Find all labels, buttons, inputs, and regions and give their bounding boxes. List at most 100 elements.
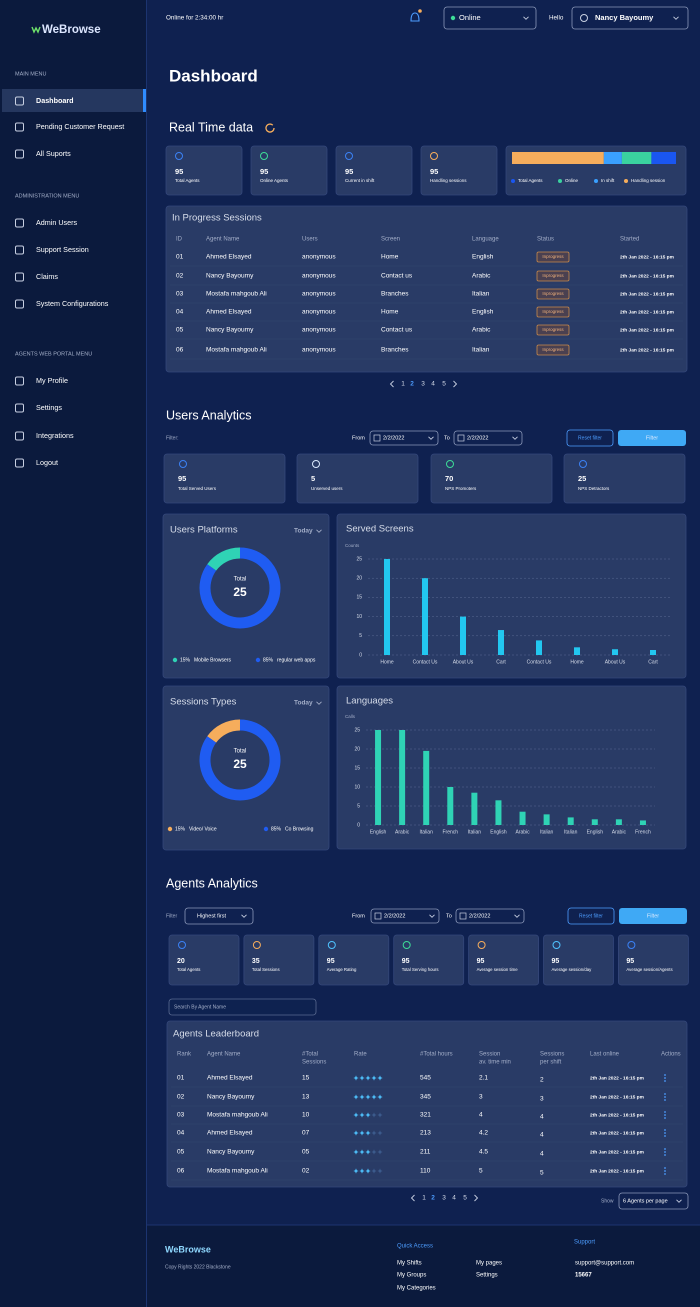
actions-dot[interactable] — [664, 1167, 666, 1169]
page-number[interactable]: 5 — [442, 381, 446, 388]
period-dropdown[interactable]: Today — [294, 700, 313, 707]
rating-star — [359, 1075, 365, 1081]
bar — [498, 630, 504, 655]
page-number[interactable]: 3 — [442, 1195, 446, 1202]
actions-dot[interactable] — [664, 1080, 666, 1082]
page-number[interactable]: 4 — [452, 1195, 456, 1202]
icon — [552, 941, 561, 949]
axis-label: Calls — [345, 714, 356, 719]
card-title: Served Screens — [346, 524, 414, 535]
menu-item[interactable]: Dashboard — [36, 96, 74, 105]
actions-dot[interactable] — [664, 1096, 666, 1098]
footer-link[interactable]: My pages — [476, 1261, 502, 1267]
stat-value: 95 — [552, 958, 560, 965]
date-picker[interactable] — [453, 430, 523, 446]
actions-dot[interactable] — [664, 1129, 666, 1131]
user-dropdown[interactable] — [571, 6, 689, 30]
status-text: Inprogress — [542, 273, 564, 278]
refresh-icon[interactable] — [265, 123, 275, 133]
pager-prev[interactable] — [410, 1194, 415, 1202]
logo: WeBrowse — [42, 24, 101, 36]
rating-star — [371, 1112, 377, 1118]
actions-dot[interactable] — [664, 1173, 666, 1175]
footer-link[interactable]: Settings — [476, 1273, 498, 1279]
rating-star — [365, 1149, 371, 1155]
menu-item[interactable]: Integrations — [36, 431, 74, 440]
actions-dot[interactable] — [664, 1170, 666, 1172]
page-size-dropdown[interactable] — [618, 1192, 689, 1210]
icon — [580, 14, 588, 22]
page-number[interactable]: 5 — [463, 1195, 467, 1202]
axis-label: Counts — [345, 543, 360, 548]
cell: 02 — [177, 1094, 185, 1101]
actions-dot[interactable] — [664, 1077, 666, 1079]
card-title: Sessions Types — [170, 697, 237, 708]
page-number[interactable]: 1 — [422, 1195, 426, 1202]
actions-dot[interactable] — [664, 1154, 666, 1156]
actions-dot[interactable] — [664, 1151, 666, 1153]
sort-dropdown[interactable] — [184, 907, 254, 925]
cell: 04 — [177, 1130, 185, 1137]
bar — [519, 811, 526, 825]
stat-label: Total Serving hours — [402, 967, 439, 972]
y-tick-label: 15 — [356, 595, 362, 601]
filter-label: Filter — [647, 913, 659, 919]
status-text: Inprogress — [542, 309, 564, 314]
chevron — [316, 529, 322, 533]
menu-item[interactable]: Pending Customer Request — [36, 122, 124, 131]
actions-dot[interactable] — [664, 1135, 666, 1137]
actions-dot[interactable] — [664, 1074, 666, 1076]
bell-icon[interactable] — [410, 12, 420, 22]
donut-center-label: Total — [234, 749, 247, 755]
reset-button[interactable] — [566, 429, 614, 447]
cell: 2 — [540, 1077, 544, 1084]
date-picker[interactable] — [369, 430, 439, 446]
page-number[interactable]: 1 — [401, 381, 405, 388]
actions-dot[interactable] — [664, 1117, 666, 1119]
stat-value: 95 — [260, 167, 268, 176]
menu-item[interactable]: Logout — [36, 458, 58, 467]
actions-dot[interactable] — [664, 1148, 666, 1150]
menu-item[interactable]: Support Session — [36, 245, 89, 254]
pager-prev[interactable] — [389, 380, 394, 388]
actions-dot[interactable] — [664, 1093, 666, 1095]
cell: 2th Jan 2022 - 16:15 pm — [620, 347, 674, 353]
stat-label: Online Agents — [260, 178, 289, 183]
stat-label: Total Sessions — [252, 967, 280, 972]
filter-button[interactable] — [618, 430, 686, 446]
status-dropdown[interactable] — [443, 6, 537, 30]
filter-button[interactable] — [619, 908, 687, 924]
page-number[interactable]: 2 — [410, 381, 414, 388]
chevron — [428, 436, 434, 440]
stat-card — [468, 934, 540, 986]
menu-item[interactable]: Admin Users — [36, 218, 78, 227]
bar — [543, 814, 550, 825]
date-picker[interactable] — [455, 908, 525, 924]
footer-link[interactable]: My Shifts — [397, 1261, 422, 1267]
search-input[interactable] — [168, 998, 317, 1016]
actions-dot[interactable] — [664, 1114, 666, 1116]
period-dropdown[interactable]: Today — [294, 528, 313, 535]
menu-item[interactable]: All Suports — [36, 149, 71, 158]
actions-dot[interactable] — [664, 1111, 666, 1113]
pager-next[interactable] — [453, 380, 458, 388]
footer-link[interactable]: My Categories — [397, 1286, 436, 1292]
stat-value: 35 — [252, 958, 260, 965]
date-picker[interactable] — [370, 908, 440, 924]
stat-label: Average session/day — [552, 967, 593, 972]
page-number[interactable]: 4 — [431, 381, 435, 388]
chevron — [514, 914, 520, 918]
footer-link[interactable]: My Groups — [397, 1273, 426, 1279]
actions-dot[interactable] — [664, 1099, 666, 1101]
actions-dot[interactable] — [664, 1132, 666, 1134]
page-number[interactable]: 2 — [431, 1195, 435, 1202]
cell: Mostafa mahgoub Ali — [207, 1168, 268, 1175]
menu-item[interactable]: Settings — [36, 403, 62, 412]
reset-button[interactable] — [567, 907, 615, 925]
menu-item[interactable]: System Configurations — [36, 299, 109, 308]
pager-next[interactable] — [474, 1194, 479, 1202]
page-number[interactable]: 3 — [421, 381, 425, 388]
icon — [345, 152, 353, 160]
menu-item[interactable]: My Profile — [36, 376, 68, 385]
menu-item[interactable]: Claims — [36, 272, 58, 281]
